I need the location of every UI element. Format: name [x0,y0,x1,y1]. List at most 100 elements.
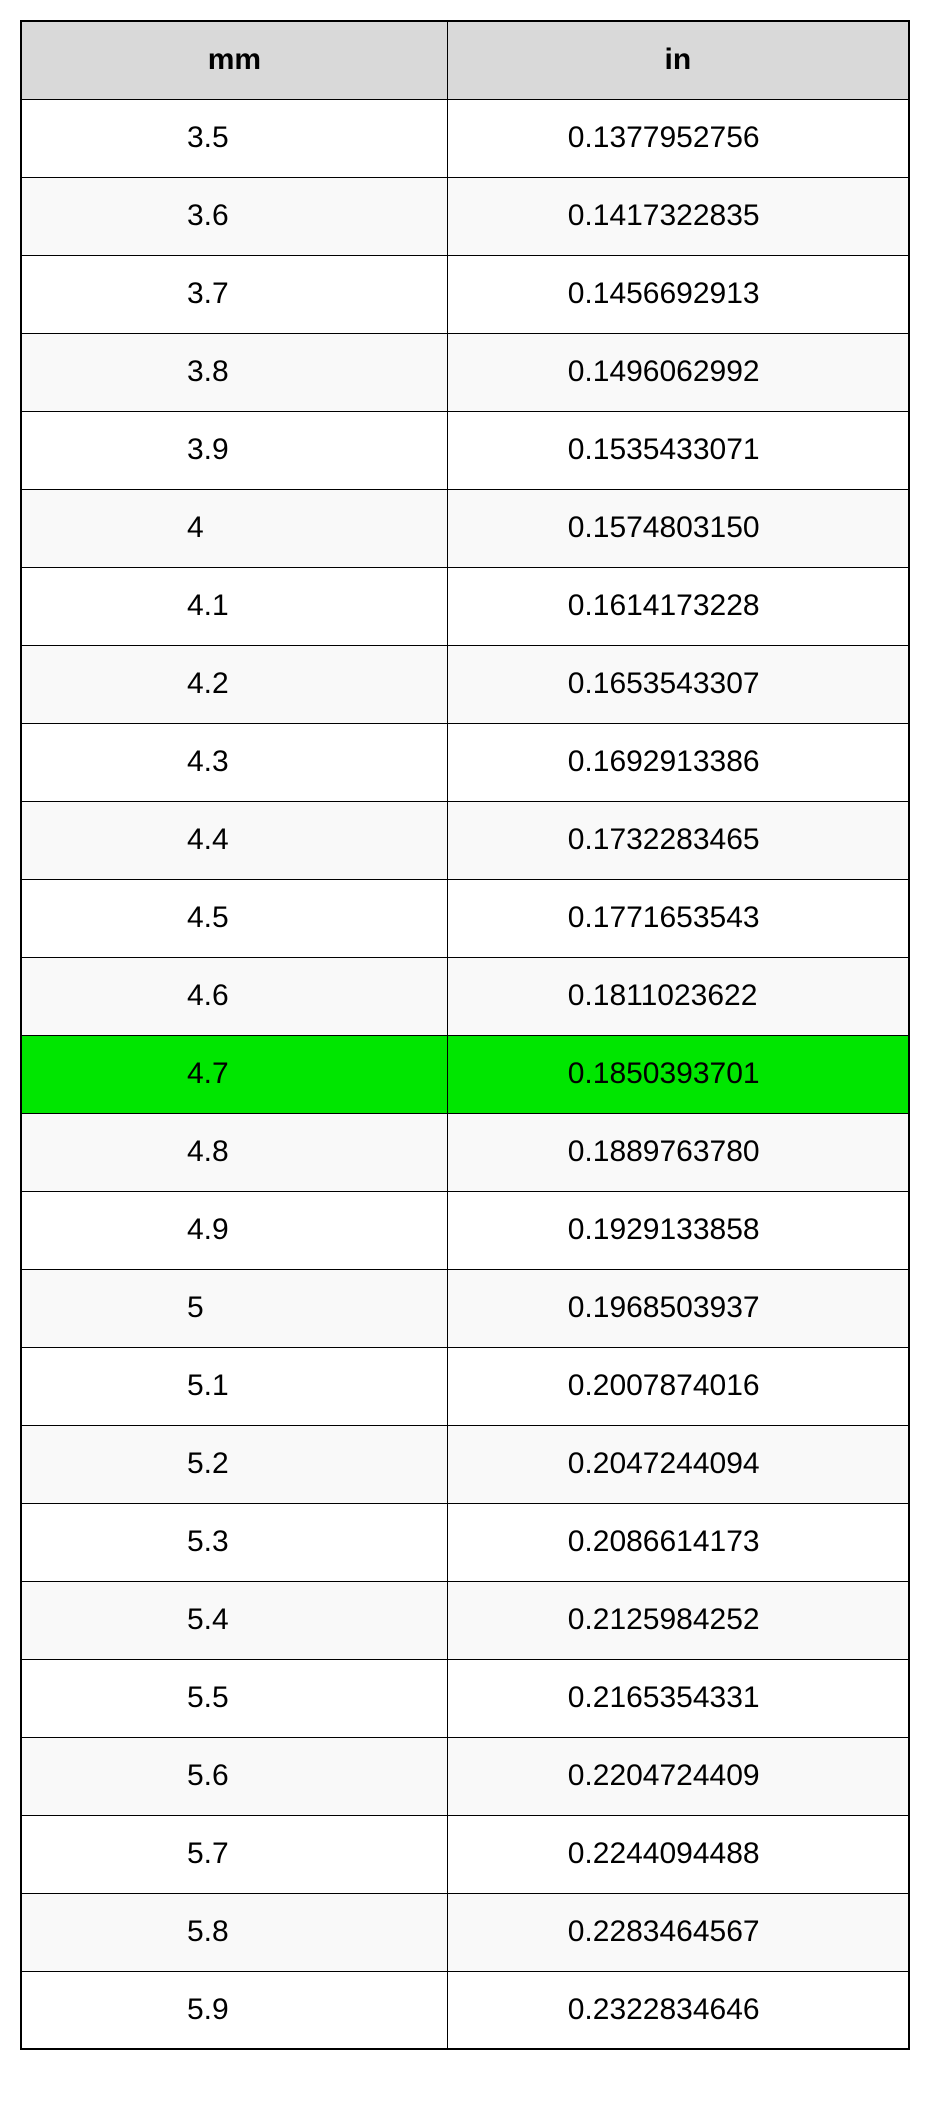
cell-in: 0.1811023622 [447,957,909,1035]
cell-in-value: 0.1496062992 [448,355,908,389]
cell-mm: 5.2 [21,1425,447,1503]
cell-mm: 3.5 [21,99,447,177]
cell-mm-value: 5.8 [22,1915,447,1949]
cell-in-value: 0.1732283465 [448,823,908,857]
cell-in-value: 0.2283464567 [448,1915,908,1949]
table-row: 4.50.1771653543 [21,879,909,957]
cell-mm: 4.7 [21,1035,447,1113]
cell-in-value: 0.2086614173 [448,1525,908,1559]
cell-in: 0.1535433071 [447,411,909,489]
cell-mm: 4.9 [21,1191,447,1269]
table-row: 4.10.1614173228 [21,567,909,645]
cell-in: 0.2125984252 [447,1581,909,1659]
cell-mm: 5.6 [21,1737,447,1815]
table-row: 5.90.2322834646 [21,1971,909,2049]
cell-mm: 4.3 [21,723,447,801]
cell-mm: 3.8 [21,333,447,411]
cell-in-value: 0.1456692913 [448,277,908,311]
cell-mm: 4.2 [21,645,447,723]
table-row: 3.80.1496062992 [21,333,909,411]
cell-in-value: 0.1811023622 [448,979,908,1013]
cell-mm-value: 4 [22,511,447,545]
cell-in: 0.2047244094 [447,1425,909,1503]
cell-mm: 5.7 [21,1815,447,1893]
table-row: 4.60.1811023622 [21,957,909,1035]
cell-mm: 5 [21,1269,447,1347]
table-row: 5.60.2204724409 [21,1737,909,1815]
cell-mm: 4.5 [21,879,447,957]
cell-mm: 5.4 [21,1581,447,1659]
cell-in: 0.2086614173 [447,1503,909,1581]
cell-mm-value: 4.8 [22,1135,447,1169]
cell-mm-value: 5.6 [22,1759,447,1793]
cell-in: 0.1456692913 [447,255,909,333]
table-row: 4.70.1850393701 [21,1035,909,1113]
cell-in-value: 0.1929133858 [448,1213,908,1247]
cell-in-value: 0.2204724409 [448,1759,908,1793]
cell-in: 0.1732283465 [447,801,909,879]
cell-in-value: 0.2007874016 [448,1369,908,1403]
table-row: 4.20.1653543307 [21,645,909,723]
cell-mm: 5.8 [21,1893,447,1971]
column-header-mm: mm [21,21,447,99]
cell-in-value: 0.1653543307 [448,667,908,701]
cell-in-value: 0.1535433071 [448,433,908,467]
cell-mm-value: 3.5 [22,121,447,155]
cell-mm: 3.7 [21,255,447,333]
cell-in-value: 0.1614173228 [448,589,908,623]
table-body: 3.50.13779527563.60.14173228353.70.14566… [21,99,909,2049]
cell-mm-value: 4.2 [22,667,447,701]
cell-in-value: 0.2244094488 [448,1837,908,1871]
cell-mm-value: 3.6 [22,199,447,233]
table-row: 4.80.1889763780 [21,1113,909,1191]
cell-mm-value: 3.9 [22,433,447,467]
cell-in-value: 0.2322834646 [448,1993,908,2027]
cell-in: 0.2283464567 [447,1893,909,1971]
cell-in-value: 0.1850393701 [448,1057,908,1091]
table-row: 5.70.2244094488 [21,1815,909,1893]
cell-mm: 3.6 [21,177,447,255]
cell-mm: 3.9 [21,411,447,489]
table-row: 4.40.1732283465 [21,801,909,879]
cell-in-value: 0.2165354331 [448,1681,908,1715]
cell-mm: 4.1 [21,567,447,645]
cell-mm: 5.5 [21,1659,447,1737]
cell-mm-value: 5 [22,1291,447,1325]
conversion-table: mm in 3.50.13779527563.60.14173228353.70… [20,20,910,2050]
cell-in-value: 0.1377952756 [448,121,908,155]
cell-in-value: 0.2047244094 [448,1447,908,1481]
cell-in: 0.1377952756 [447,99,909,177]
cell-in-value: 0.1692913386 [448,745,908,779]
cell-in: 0.1889763780 [447,1113,909,1191]
cell-in-value: 0.2125984252 [448,1603,908,1637]
cell-in-value: 0.1574803150 [448,511,908,545]
cell-in: 0.1653543307 [447,645,909,723]
cell-mm-value: 3.8 [22,355,447,389]
cell-mm: 4 [21,489,447,567]
table-row: 5.50.2165354331 [21,1659,909,1737]
cell-mm-value: 4.3 [22,745,447,779]
cell-in: 0.2244094488 [447,1815,909,1893]
table-header-row: mm in [21,21,909,99]
cell-in: 0.2007874016 [447,1347,909,1425]
table-row: 4.30.1692913386 [21,723,909,801]
cell-mm: 5.3 [21,1503,447,1581]
table-row: 3.70.1456692913 [21,255,909,333]
cell-in: 0.1968503937 [447,1269,909,1347]
cell-mm: 4.8 [21,1113,447,1191]
cell-in: 0.1417322835 [447,177,909,255]
cell-mm-value: 4.9 [22,1213,447,1247]
cell-mm-value: 5.4 [22,1603,447,1637]
table-row: 4.90.1929133858 [21,1191,909,1269]
cell-mm-value: 5.2 [22,1447,447,1481]
cell-in: 0.2165354331 [447,1659,909,1737]
cell-mm-value: 5.5 [22,1681,447,1715]
cell-mm-value: 5.3 [22,1525,447,1559]
cell-mm-value: 4.6 [22,979,447,1013]
table-row: 5.10.2007874016 [21,1347,909,1425]
cell-in: 0.1929133858 [447,1191,909,1269]
cell-in-value: 0.1417322835 [448,199,908,233]
cell-mm: 5.1 [21,1347,447,1425]
cell-in: 0.1692913386 [447,723,909,801]
cell-in-value: 0.1771653543 [448,901,908,935]
